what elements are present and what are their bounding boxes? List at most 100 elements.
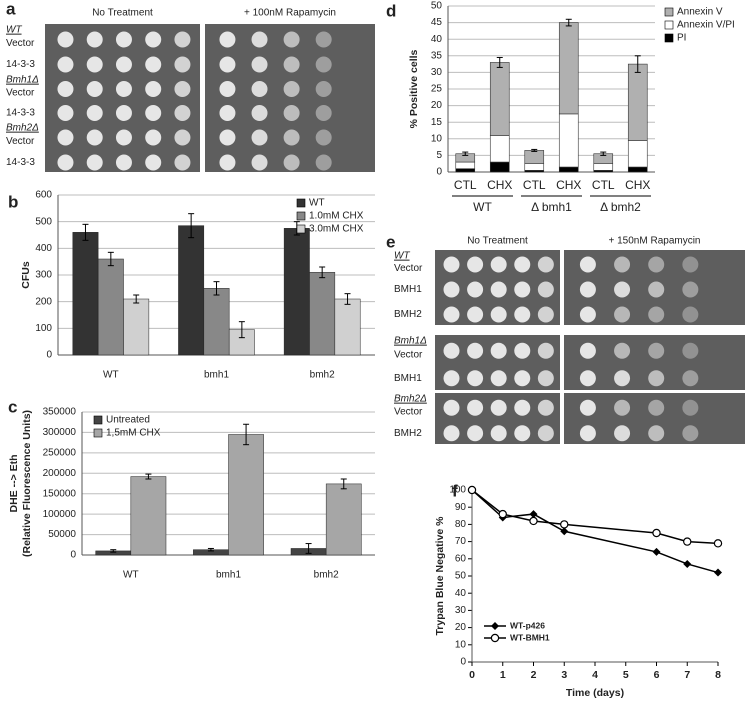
plasmid-label: Vector [394,263,423,274]
y-tick-label: 400 [35,243,52,254]
yeast-spot [514,425,531,442]
condition-label: No Treatment [467,236,528,247]
y-tick-label: 600 [35,190,52,201]
yeast-spot [57,56,74,73]
yeast-spot [86,105,103,121]
x-tick-label: bmh1 [216,570,241,581]
yeast-spot [648,342,665,359]
yeast-spot [443,306,460,323]
y-tick-label: 20 [455,622,467,633]
yeast-spot [115,81,132,97]
y-tick-label: 20 [431,100,443,111]
group-label: WT [473,200,492,214]
condition-label: No Treatment [92,8,153,19]
yeast-spot [219,56,236,73]
yeast-spot [283,105,300,121]
yeast-spot [537,370,554,387]
bar-segment [558,22,579,115]
legend-swatch [296,224,306,234]
yeast-spot [219,105,236,121]
plasmid-label: Vector [6,136,35,147]
yeast-spot [514,281,531,298]
y-tick-label: 35 [431,50,443,61]
point [529,510,538,519]
x-tick-label: WT [123,570,139,581]
legend-swatch [93,415,103,425]
x-tick-label: WT [103,370,119,381]
legend-label: 3.0mM CHX [309,224,364,235]
legend-marker [490,633,500,643]
bar-segment [593,163,614,171]
y-tick-label: 200000 [43,468,77,479]
yeast-spot [174,31,191,48]
yeast-spot [514,342,531,359]
x-tick-label: 8 [715,669,721,681]
yeast-spot [315,105,332,121]
plasmid-label: Vector [394,406,423,417]
y-tick-label: 150000 [43,488,77,499]
yeast-spot [648,399,665,416]
y-tick-label: 10 [455,639,467,650]
y-tick-label: 50 [431,1,443,12]
x-tick-label: CTL [454,178,477,192]
y-tick-label: 90 [455,502,467,513]
yeast-spot [579,425,596,442]
legend-label: 1,5mM CHX [106,428,161,439]
y-tick-label: 15 [431,117,443,128]
yeast-spot [115,105,132,121]
yeast-spot [251,154,268,171]
bar-segment [489,135,510,163]
y-tick-label: 100000 [43,509,77,520]
x-tick-label: 6 [654,669,660,681]
panel-letter: a [6,0,16,18]
yeast-spot [174,154,191,171]
yeast-spot [579,342,596,359]
bar-segment [524,150,545,164]
x-tick-label: 3 [561,669,567,681]
yeast-spot [145,81,162,97]
yeast-spot [251,56,268,73]
point [560,527,569,536]
point [560,520,569,529]
y-tick-label: 25 [431,84,443,95]
yeast-spot [614,256,631,273]
yeast-spot [443,425,460,442]
condition-label: + 100nM Rapamycin [244,8,336,19]
yeast-spot [490,306,507,323]
yeast-spot [86,31,103,48]
yeast-spot [145,129,162,146]
strain-label: WT [394,251,410,262]
point [714,568,722,577]
group-label: Δ bmh1 [531,200,572,214]
yeast-spot [490,256,507,273]
yeast-spot [467,256,484,273]
x-tick-label: 7 [684,669,690,681]
y-tick-label: 0 [436,167,442,178]
panel-letter: b [8,192,18,211]
yeast-spot [283,81,300,97]
yeast-spot [579,399,596,416]
bar-segment [489,161,510,173]
y-axis-label: % Positive cells [408,49,420,128]
plasmid-label: Vector [394,349,423,360]
yeast-spot [86,81,103,97]
bar [325,483,362,556]
legend-label: Annexin V/PI [677,20,735,31]
bar [72,232,99,356]
yeast-spot [145,105,162,121]
yeast-spot [86,56,103,73]
point [498,509,507,519]
bar [228,434,264,556]
yeast-spot [315,31,332,48]
yeast-spot [115,56,132,73]
y-axis-label: Trypan Blue Negative % [434,516,446,636]
y-tick-label: 250000 [43,447,77,458]
y-tick-label: 0 [460,657,466,668]
yeast-spot [537,399,554,416]
y-tick-label: 40 [455,588,467,599]
panel-letter: c [8,397,17,416]
yeast-spot [490,399,507,416]
yeast-spot [514,370,531,387]
yeast-spot [467,281,484,298]
yeast-spot [443,256,460,273]
